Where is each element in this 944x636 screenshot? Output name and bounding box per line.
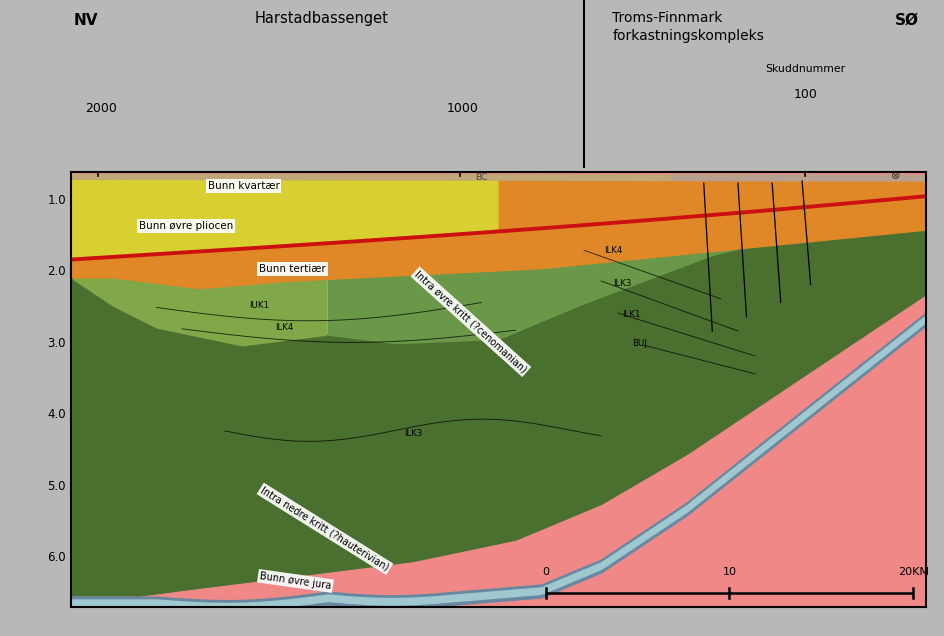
Text: BUJ: BUJ — [632, 338, 647, 348]
Text: Harstadbassenget: Harstadbassenget — [254, 11, 388, 26]
Text: ILK4: ILK4 — [276, 323, 294, 332]
Text: 0: 0 — [542, 567, 548, 577]
Text: Troms-Finnmark
forkastningskompleks: Troms-Finnmark forkastningskompleks — [612, 11, 764, 43]
Text: Skuddnummer: Skuddnummer — [765, 64, 844, 74]
Text: Intra nedre kritt (?hauterivian): Intra nedre kritt (?hauterivian) — [259, 485, 391, 572]
Text: SØ: SØ — [894, 13, 918, 28]
Text: 100: 100 — [792, 88, 817, 100]
Text: Bunn øvre pliocen: Bunn øvre pliocen — [139, 221, 233, 231]
Text: Bunn tertiær: Bunn tertiær — [259, 264, 326, 274]
Text: Bunn øvre jura: Bunn øvre jura — [259, 571, 331, 591]
Text: 10: 10 — [721, 567, 735, 577]
Text: 2000: 2000 — [85, 102, 117, 114]
Text: BC: BC — [475, 173, 487, 182]
Text: ILK4: ILK4 — [603, 245, 621, 255]
Text: IUK1: IUK1 — [249, 301, 269, 310]
Text: Intra øvre kritt (?cenomanian): Intra øvre kritt (?cenomanian) — [413, 269, 529, 375]
Text: 20KM: 20KM — [897, 567, 928, 577]
Text: Bunn kvartær: Bunn kvartær — [208, 181, 279, 191]
Text: ILK3: ILK3 — [403, 429, 422, 438]
Text: ⊗: ⊗ — [890, 170, 900, 181]
Text: 1000: 1000 — [447, 102, 479, 114]
Text: NV: NV — [74, 13, 98, 28]
Text: ILK3: ILK3 — [613, 279, 631, 287]
Text: ILK1: ILK1 — [621, 310, 639, 319]
